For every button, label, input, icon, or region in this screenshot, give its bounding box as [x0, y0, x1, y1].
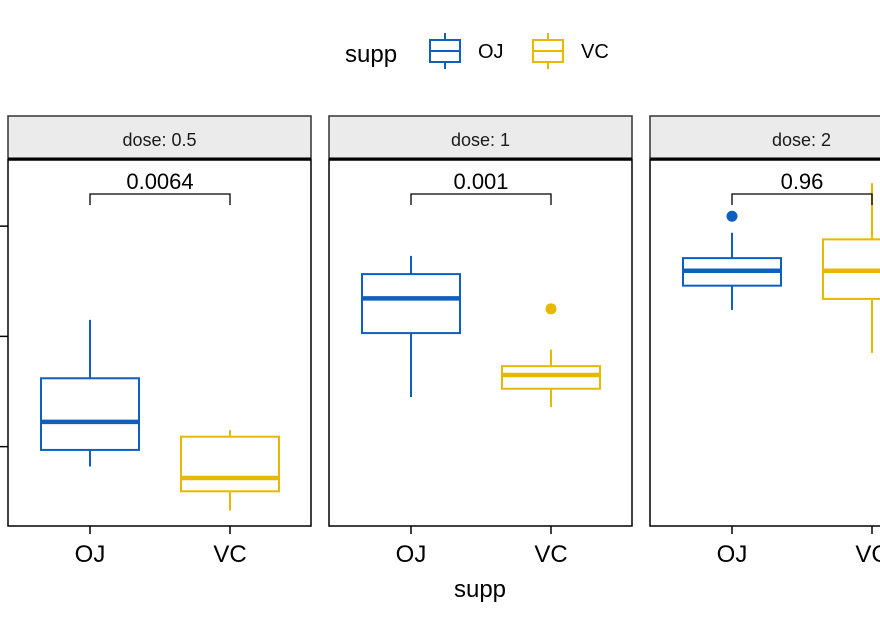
- x-tick-label: OJ: [75, 541, 106, 568]
- box-vc: [180, 430, 280, 511]
- facet-strip-label: dose: 2: [772, 130, 831, 150]
- x-tick-label: VC: [855, 541, 880, 568]
- box-oj: [40, 319, 140, 467]
- iqr-box: [40, 377, 140, 451]
- x-tick-label: VC: [534, 541, 567, 568]
- facet-strip: [649, 115, 880, 160]
- p-value-bracket: 0.0064: [89, 169, 231, 205]
- iqr-box: [361, 273, 461, 335]
- p-value-bracket: 0.001: [410, 169, 552, 205]
- facet-strip-label: dose: 0.5: [122, 130, 196, 150]
- box-oj: [682, 210, 782, 310]
- facet-strip: [328, 115, 633, 160]
- panel-plot-area: [40, 319, 280, 511]
- panel-border: [649, 159, 880, 527]
- facet-panel-2: dose: 1 0.001 OJ VC: [328, 115, 633, 568]
- facet-strip: [7, 115, 312, 160]
- p-value-label: 0.96: [781, 169, 824, 194]
- x-tick-label: OJ: [396, 541, 427, 568]
- bracket-line: [731, 193, 873, 205]
- legend-title: supp: [345, 41, 397, 68]
- legend-item-vc: VC: [532, 33, 609, 69]
- outlier-point: [545, 303, 557, 315]
- facet-panel-1: dose: 0.5 0.0064 OJ VC: [7, 115, 312, 568]
- x-tick-label: OJ: [717, 541, 748, 568]
- box-oj: [361, 255, 461, 398]
- p-value-bracket: 0.96: [731, 169, 873, 205]
- box-vc: [501, 303, 601, 407]
- x-tick-label: VC: [213, 541, 246, 568]
- panel-plot-area: [361, 255, 601, 407]
- box-vc: [822, 183, 880, 353]
- panel-plot-area: [682, 183, 880, 353]
- facet-strip-label: dose: 1: [451, 130, 510, 150]
- iqr-box: [501, 365, 601, 390]
- legend: supp OJ VC: [345, 33, 609, 69]
- legend-item-oj: OJ: [429, 33, 504, 69]
- iqr-box: [180, 435, 280, 493]
- panel-border: [7, 159, 312, 527]
- legend-label: OJ: [478, 41, 504, 63]
- bracket-line: [410, 193, 552, 205]
- facet-panel-3: dose: 2 0.96 OJ VC: [649, 115, 880, 568]
- legend-label: VC: [581, 41, 609, 63]
- x-axis-title: supp: [454, 576, 506, 603]
- p-value-label: 0.001: [453, 169, 508, 194]
- panel-border: [328, 159, 633, 527]
- bracket-line: [89, 193, 231, 205]
- outlier-point: [726, 210, 738, 222]
- p-value-label: 0.0064: [126, 169, 193, 194]
